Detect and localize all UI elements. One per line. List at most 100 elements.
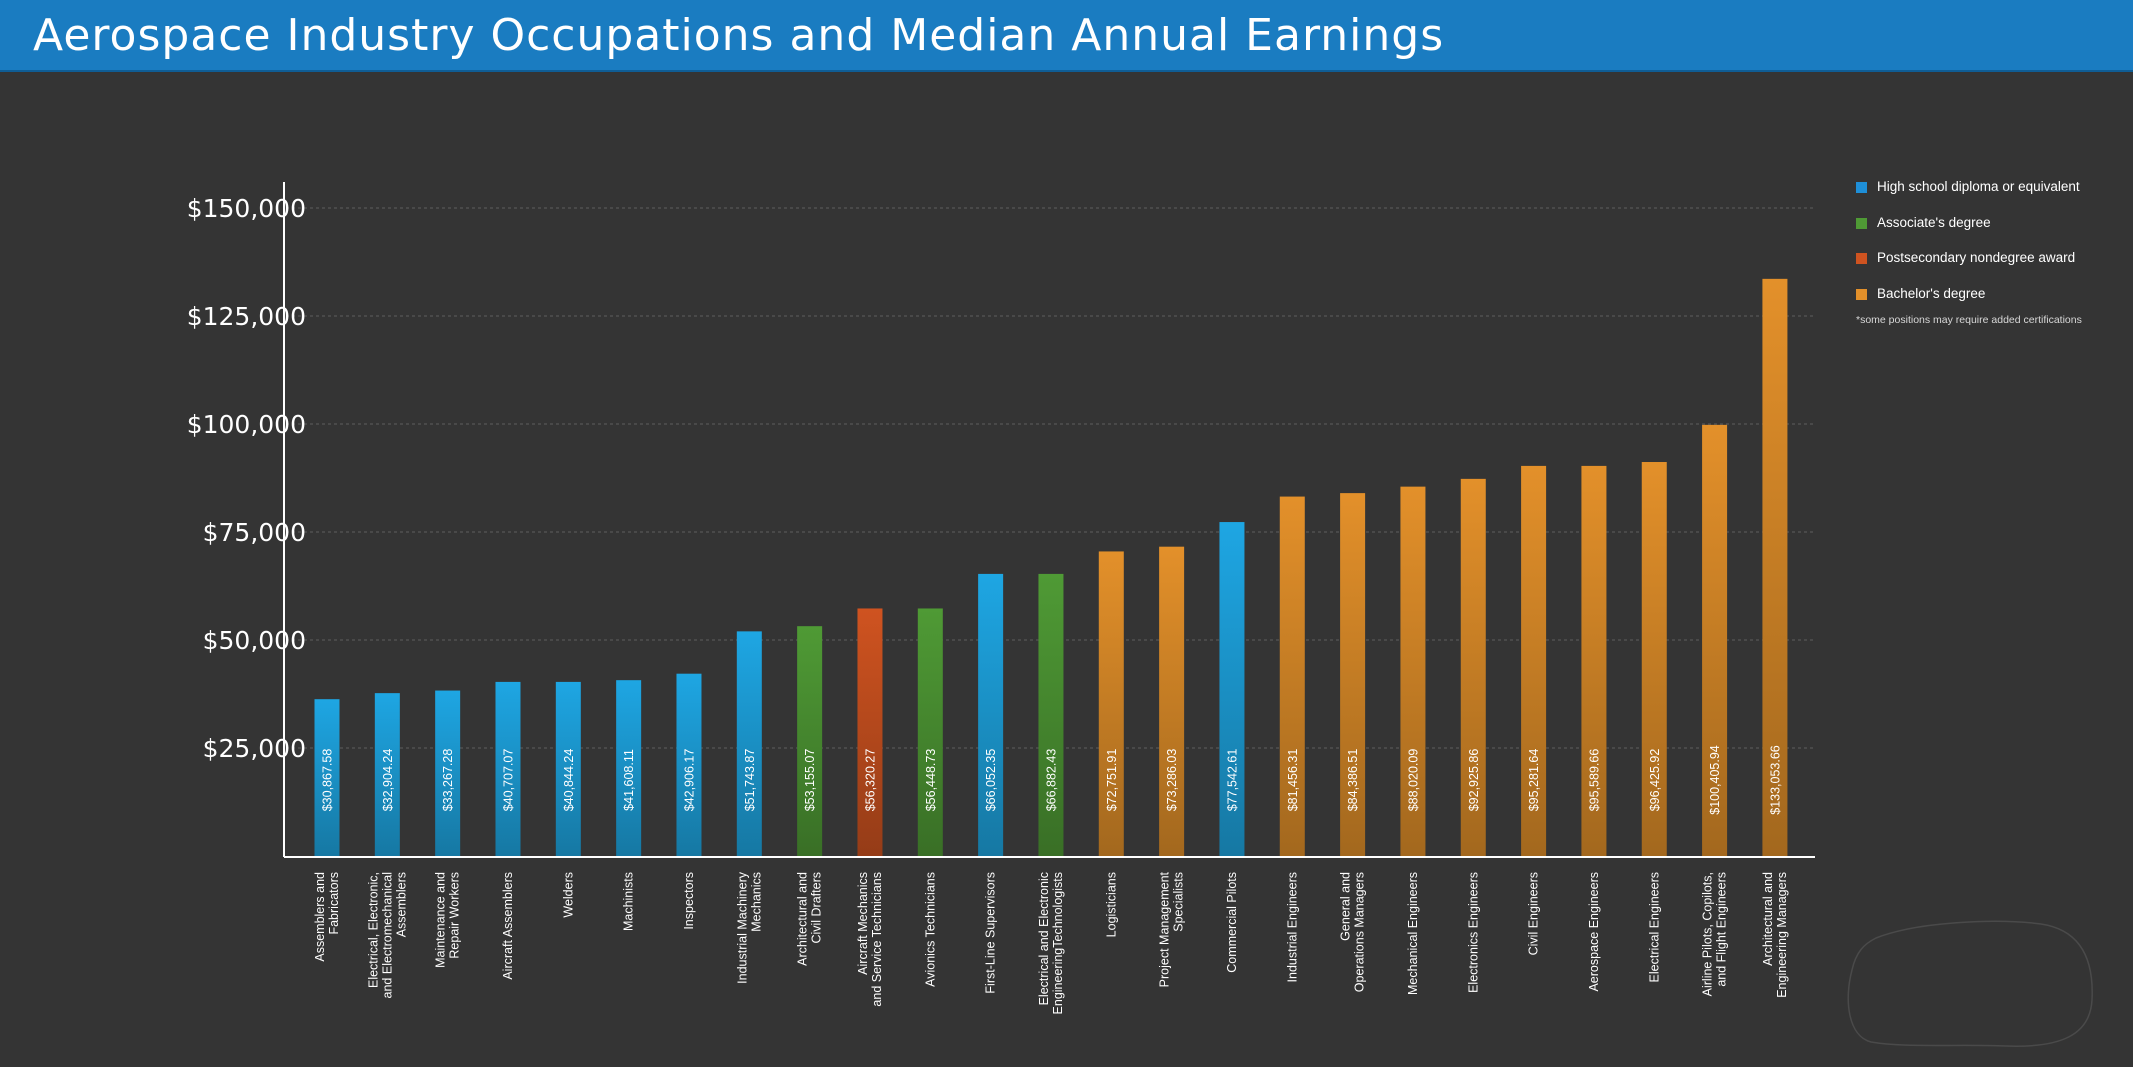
x-tick-label-line: Electronics Engineers: [1466, 872, 1480, 993]
x-tick-label-line: Architectural and: [1761, 872, 1775, 966]
x-tick-label: Logisticians: [1104, 872, 1118, 937]
legend-label: Postsecondary nondegree award: [1877, 250, 2076, 265]
x-tick-label-line: Architectural and: [796, 872, 810, 966]
x-tick-label-line: Aircraft Mechanics: [856, 872, 870, 975]
y-tick-label: $150,000: [187, 194, 306, 223]
x-tick-label-line: Engineering Managers: [1775, 872, 1789, 998]
x-tick-label-line: Commercial Pilots: [1225, 872, 1239, 973]
bar: [1581, 465, 1607, 856]
legend-item-postsecondary: Postsecondary nondegree award: [1856, 249, 2082, 285]
x-tick-label-line: Maintenance and: [434, 872, 448, 968]
bar-value-label: $95,589.66: [1587, 749, 1601, 812]
x-tick-label-line: Fabricators: [327, 872, 341, 935]
bar: [978, 573, 1004, 856]
bar-value-label: $33,267.28: [441, 749, 455, 812]
x-tick-label-line: Specialists: [1172, 872, 1186, 932]
x-tick-label: Airline Pilots, Copilots,and Flight Engi…: [1701, 872, 1729, 996]
x-tick-label: Aircraft Mechanicsand Service Technician…: [856, 872, 884, 1007]
legend-note: *some positions may require added certif…: [1856, 314, 2082, 326]
bar-value-label: $84,386.51: [1346, 749, 1360, 812]
bar-value-label: $73,286.03: [1165, 749, 1179, 812]
legend-item-associate: Associate's degree: [1856, 214, 2082, 250]
bar: [917, 608, 943, 856]
bar-value-label: $95,281.64: [1527, 749, 1541, 812]
chart-title: Aerospace Industry Occupations and Media…: [33, 10, 1445, 61]
bar-value-label: $66,052.35: [984, 749, 998, 812]
x-tick-label: Welders: [561, 872, 575, 918]
scribble-outline: [1847, 920, 2093, 1047]
bar: [495, 681, 521, 856]
bar: [435, 690, 461, 856]
bar: [314, 699, 340, 856]
y-tick-label: $75,000: [203, 518, 306, 547]
bar-value-label: $30,867.58: [321, 749, 335, 812]
x-tick-label: General andOperations Managers: [1339, 872, 1367, 992]
bar: [1400, 486, 1426, 856]
x-tick-label: Commercial Pilots: [1225, 872, 1239, 973]
bar: [736, 631, 762, 856]
x-tick-label: Electrical and ElectronicEngineeringTech…: [1037, 872, 1065, 1014]
x-tick-label: Machinists: [622, 872, 636, 931]
x-tick-label-line: Assemblers: [394, 872, 408, 937]
bar: [1279, 496, 1305, 856]
bar: [1038, 573, 1064, 856]
bar-value-label: $100,405.94: [1708, 745, 1722, 815]
x-tick-label-line: Electrical, Electronic,: [366, 872, 380, 988]
x-tick-label-line: Machinists: [622, 872, 636, 931]
bar: [374, 693, 400, 856]
bar: [555, 681, 581, 856]
x-tick-label-line: Airline Pilots, Copilots,: [1701, 872, 1715, 996]
x-tick-label-line: Electrical Engineers: [1647, 872, 1661, 982]
bar-value-label: $96,425.92: [1648, 749, 1662, 812]
title-bar: Aerospace Industry Occupations and Media…: [0, 0, 2133, 72]
x-tick-label: Project ManagementSpecialists: [1158, 871, 1186, 987]
bar: [857, 608, 883, 856]
bar: [1159, 546, 1185, 856]
x-tick-label-line: and Flight Engineers: [1715, 872, 1729, 987]
bar: [676, 673, 702, 856]
x-tick-label-line: Aircraft Assemblers: [501, 872, 515, 980]
x-tick-label-line: Repair Workers: [448, 872, 462, 959]
y-axis: $25,000 $50,000 $75,000 $100,000 $125,000 $15…: [187, 182, 1815, 858]
bar: [1340, 493, 1366, 856]
x-tick-label-line: Industrial Engineers: [1285, 872, 1299, 982]
x-tick-label: Maintenance andRepair Workers: [434, 872, 462, 968]
x-tick-label-line: General and: [1339, 872, 1353, 941]
x-tick-label-line: Industrial Machinery: [735, 871, 749, 984]
x-tick-label-line: Civil Drafters: [810, 872, 824, 944]
y-tick-label: $125,000: [187, 302, 306, 331]
x-tick-label-line: Avionics Technicians: [923, 872, 937, 987]
x-tick-label: Mechanical Engineers: [1406, 872, 1420, 995]
bar-value-label: $92,925.86: [1467, 749, 1481, 812]
x-tick-label: Architectural andCivil Drafters: [796, 872, 824, 966]
x-tick-label: Aircraft Assemblers: [501, 872, 515, 980]
x-tick-label: Aerospace Engineers: [1587, 872, 1601, 992]
x-tick-label-line: Aerospace Engineers: [1587, 872, 1601, 992]
x-tick-label: Architectural andEngineering Managers: [1761, 872, 1789, 998]
bar-value-label: $88,020.09: [1406, 749, 1420, 812]
legend-swatch: [1856, 288, 1867, 300]
bar: [1521, 465, 1547, 856]
x-tick-label-line: EngineeringTechnologists: [1051, 872, 1065, 1014]
legend-label: Associate's degree: [1877, 214, 1991, 230]
bar-value-label: $77,542.61: [1225, 749, 1239, 812]
x-tick-label-line: Project Management: [1158, 871, 1172, 987]
bar: [1641, 462, 1667, 856]
x-tick-label-line: Inspectors: [682, 872, 696, 930]
x-tick-label: Electrical, Electronic,and Electromechan…: [366, 872, 408, 998]
bar-value-label: $41,608.11: [622, 749, 636, 811]
x-tick-label-line: Electrical and Electronic: [1037, 872, 1051, 1005]
x-tick-label: Civil Engineers: [1527, 872, 1541, 955]
bar-value-label: $56,448.73: [924, 749, 938, 812]
bar: [1702, 424, 1728, 856]
legend-swatch: [1856, 253, 1867, 264]
y-tick-label: $100,000: [187, 410, 306, 439]
bar: [616, 680, 642, 856]
x-tick-label-line: Mechanical Engineers: [1406, 872, 1420, 995]
legend-label: Bachelor's degree: [1877, 285, 1986, 301]
gridlines: [286, 207, 1815, 749]
x-tick-label-line: Logisticians: [1104, 872, 1118, 937]
bar-value-label: $72,751.91: [1105, 749, 1119, 812]
bar-value-label: $66,882.43: [1044, 749, 1058, 812]
x-tick-label-line: Assemblers and: [313, 872, 327, 962]
